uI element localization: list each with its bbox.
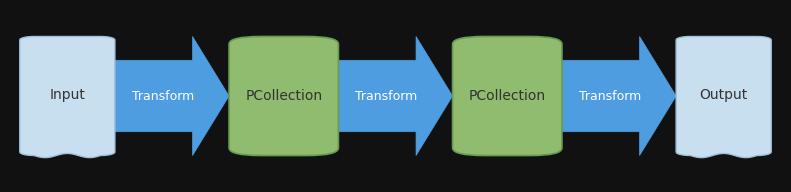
FancyBboxPatch shape [452, 36, 562, 156]
Polygon shape [20, 36, 115, 158]
FancyBboxPatch shape [229, 36, 339, 156]
Text: Input: Input [49, 88, 85, 102]
Polygon shape [115, 36, 229, 156]
Text: PCollection: PCollection [469, 89, 546, 103]
Polygon shape [676, 36, 771, 158]
Polygon shape [562, 36, 676, 156]
Text: Transform: Transform [132, 89, 194, 103]
Polygon shape [339, 36, 452, 156]
Text: Transform: Transform [355, 89, 418, 103]
Text: Transform: Transform [579, 89, 641, 103]
Text: Output: Output [699, 88, 747, 102]
Text: PCollection: PCollection [245, 89, 322, 103]
